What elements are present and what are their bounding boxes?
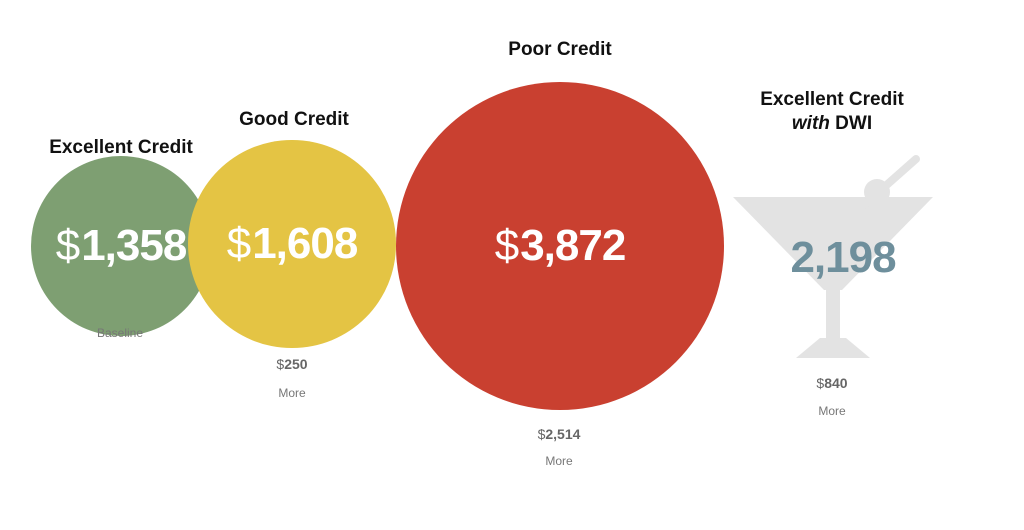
diff-label-poor-credit: $2,514 — [537, 426, 581, 442]
sub-label-excellent-credit-dwi: More — [818, 404, 846, 418]
value-label-excellent-credit: $1,358 — [55, 221, 188, 270]
sub-label-good-credit: More — [278, 386, 306, 400]
value-label-excellent-credit-dwi: 2,198 — [790, 233, 896, 282]
title-excellent-credit: Excellent Credit — [49, 137, 193, 158]
glass-bowl — [733, 197, 933, 290]
diff-label-excellent-credit-dwi: $840 — [816, 375, 848, 391]
sub-label-poor-credit: More — [545, 454, 573, 468]
title-excellent-credit-dwi: Excellent Credit with DWI — [760, 89, 904, 134]
sub-label-excellent-credit: Baseline — [96, 326, 144, 340]
title-good-credit: Good Credit — [239, 109, 349, 130]
glass-stem — [826, 288, 840, 340]
value-label-good-credit: $1,608 — [226, 219, 359, 268]
title-poor-credit: Poor Credit — [508, 39, 612, 60]
glass-base — [796, 338, 870, 358]
bubble-poor-credit — [396, 82, 724, 410]
bubble-excellent-credit — [30, 155, 212, 337]
glass-olive — [864, 179, 890, 205]
bubble-good-credit — [188, 140, 396, 348]
value-label-poor-credit: $3,872 — [494, 221, 627, 270]
diff-label-good-credit: $250 — [276, 356, 308, 372]
